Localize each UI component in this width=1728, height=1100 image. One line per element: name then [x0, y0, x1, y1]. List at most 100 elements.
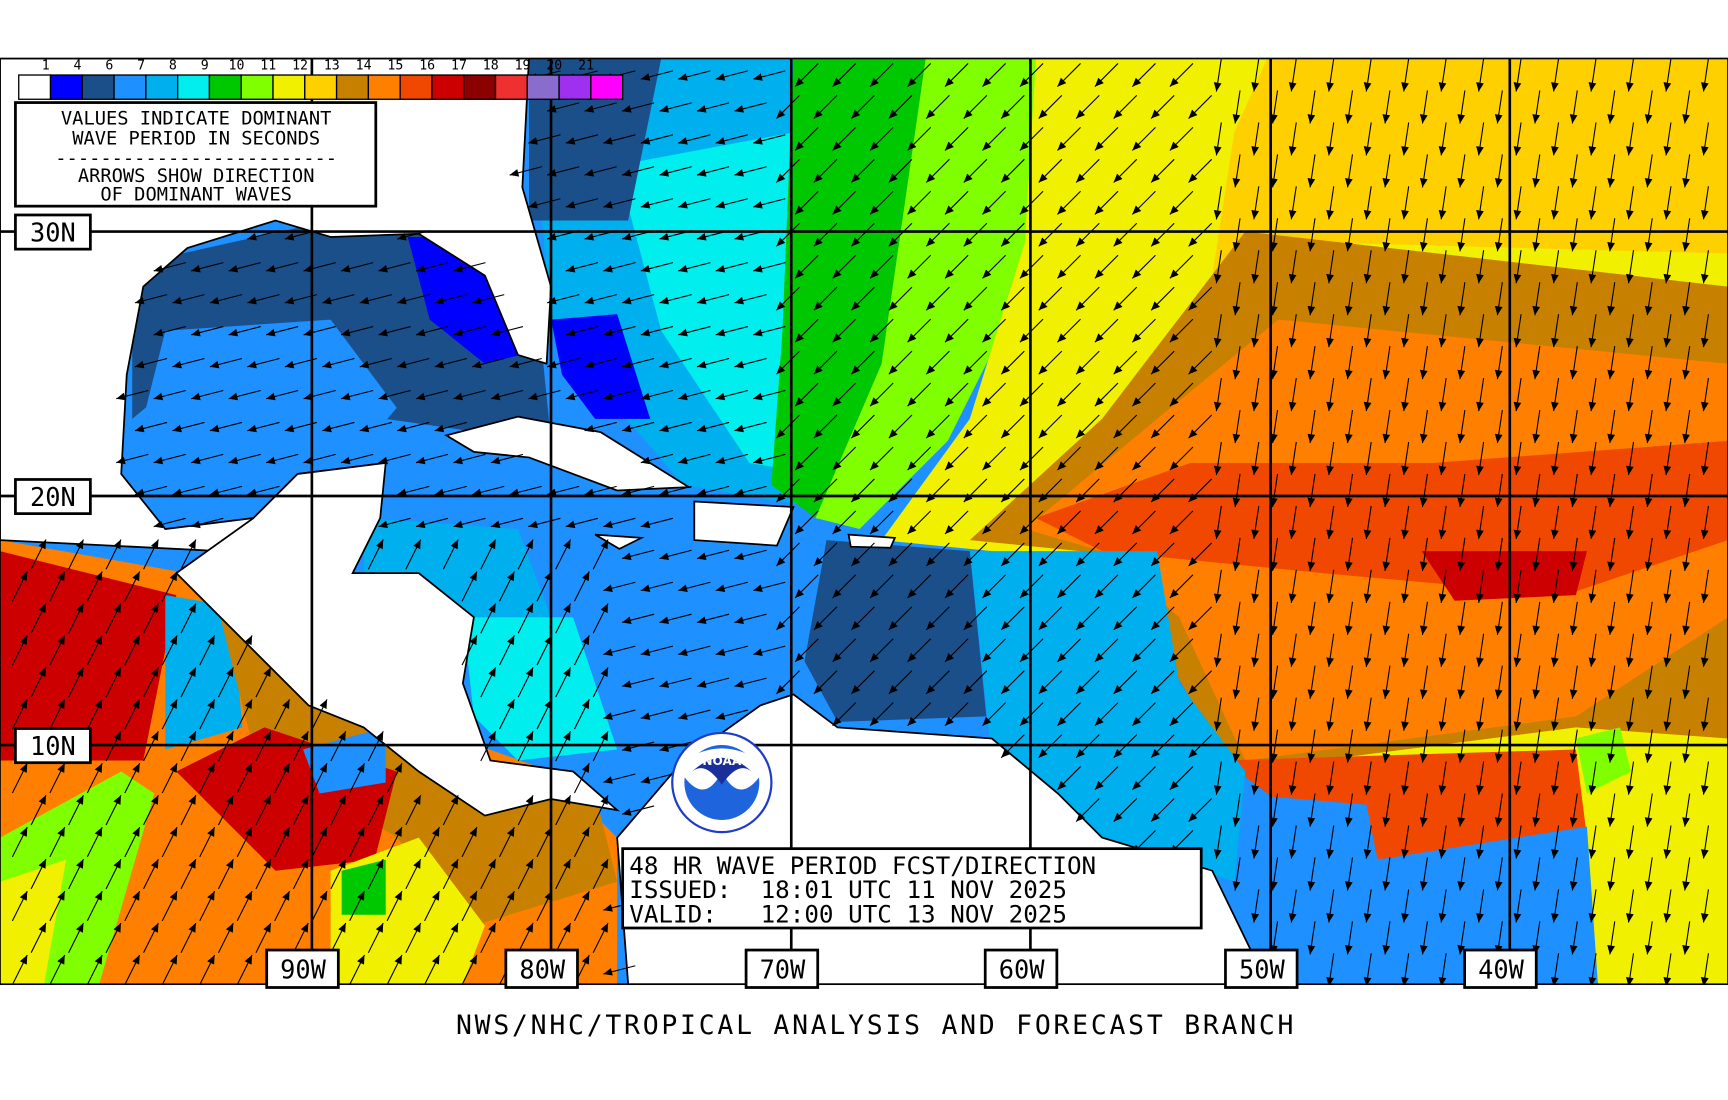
wave-arrow-head	[247, 296, 257, 305]
wave-arrow-head	[169, 955, 178, 965]
wave-arrow-head	[1607, 241, 1615, 252]
wave-arrow-head	[1363, 401, 1372, 412]
wave-arrow-head	[1113, 173, 1123, 183]
wave-arrow-head	[1344, 497, 1353, 508]
wave-arrow-head	[1438, 337, 1447, 348]
wave-arrow-head	[1326, 785, 1334, 795]
wave-arrow-head	[394, 763, 402, 773]
wave-arrow-head	[1307, 561, 1316, 571]
wave-arrow-head	[870, 269, 879, 279]
wave-arrow-head	[506, 699, 515, 709]
wave-arrow-head	[1663, 593, 1672, 603]
lat-label-20n: 20N	[30, 482, 76, 512]
wave-field	[0, 58, 1728, 985]
wave-arrow-head	[1476, 657, 1484, 667]
wave-arrow-head	[1001, 429, 1011, 439]
wave-arrow-head	[134, 296, 145, 305]
wave-arrow-head	[1326, 593, 1334, 603]
note-line-4: OF DOMINANT WAVES	[100, 185, 292, 206]
wave-arrow-head	[715, 456, 726, 465]
wave-arrow-head	[1551, 785, 1559, 795]
wave-arrow-head	[1113, 301, 1123, 311]
wave-arrow-head	[1251, 913, 1260, 923]
wave-arrow-head	[753, 328, 763, 337]
wave-arrow-head	[263, 795, 271, 805]
wave-arrow-head	[1663, 849, 1672, 859]
wave-arrow-head	[1169, 525, 1179, 535]
wave-arrow-head	[1169, 333, 1179, 343]
wave-arrow-head	[1569, 945, 1578, 955]
wave-arrow-head	[1038, 237, 1048, 247]
wave-arrow-head	[1457, 817, 1466, 827]
wave-arrow-head	[207, 891, 215, 901]
wave-arrow-head	[1588, 273, 1597, 284]
wave-arrow-head	[169, 827, 178, 837]
wave-arrow-head	[76, 859, 84, 869]
wave-arrow-head	[1188, 493, 1198, 503]
wave-arrow-head	[188, 795, 196, 805]
wave-arrow-head	[490, 456, 501, 465]
wave-arrow-head	[1494, 881, 1503, 891]
wave-arrow-head	[1419, 433, 1428, 444]
wave-arrow-head	[1551, 82, 1559, 92]
wave-arrow-head	[659, 424, 670, 433]
wave-arrow-head	[1401, 401, 1409, 412]
wave-arrow-head	[228, 392, 239, 401]
wave-arrow-head	[813, 557, 823, 566]
wave-arrow-head	[907, 461, 917, 471]
wave-arrow-head	[1663, 721, 1672, 731]
wave-arrow-head	[1438, 785, 1447, 795]
wave-arrow-head	[1682, 497, 1690, 508]
legend-label: 8	[169, 59, 177, 74]
wave-arrow-head	[300, 731, 309, 741]
wave-arrow-head	[244, 699, 253, 709]
wave-arrow-head	[1419, 305, 1428, 316]
wave-arrow-head	[603, 712, 613, 720]
wave-arrow-head	[1188, 173, 1198, 183]
wave-arrow-head	[207, 763, 215, 773]
wave-arrow-head	[1569, 369, 1578, 380]
wave-arrow-head	[1401, 82, 1409, 92]
wave-arrow-head	[832, 652, 842, 662]
wave-arrow-head	[113, 731, 121, 741]
wave-arrow-head	[1232, 817, 1241, 827]
wave-arrow-head	[1213, 146, 1222, 156]
wave-arrow-head	[191, 264, 201, 273]
wave-arrow-head	[341, 264, 351, 273]
wave-arrow-head	[169, 699, 178, 709]
wave-arrow-head	[1363, 785, 1372, 795]
wave-arrow-head	[509, 360, 520, 369]
wave-arrow-head	[832, 269, 842, 279]
wave-arrow-head	[1363, 82, 1372, 92]
wave-arrow-head	[1663, 146, 1672, 156]
wave-arrow-head	[1057, 141, 1067, 151]
wave-arrow-head	[795, 525, 804, 535]
wave-arrow-head	[1001, 109, 1011, 119]
wave-arrow-head	[851, 301, 861, 311]
wave-arrow-head	[1401, 657, 1409, 667]
wave-arrow-head	[640, 392, 651, 401]
wave-arrow-head	[1382, 753, 1391, 763]
wave-arrow-head	[1532, 817, 1541, 827]
wave-arrow-head	[603, 520, 613, 529]
wave-arrow-head	[963, 557, 973, 566]
wave-arrow-head	[415, 328, 426, 337]
legend-swatch	[590, 74, 624, 100]
wave-arrow-head	[907, 716, 917, 726]
wave-arrow-head	[1019, 716, 1029, 726]
wave-arrow-head	[1682, 945, 1690, 955]
wave-arrow-head	[1419, 369, 1428, 380]
wave-arrow-head	[1457, 305, 1466, 316]
wave-arrow-head	[696, 552, 707, 561]
wave-arrow-head	[153, 520, 164, 529]
wave-arrow-head	[581, 699, 590, 709]
wave-arrow-head	[450, 923, 459, 933]
wave-arrow-head	[1532, 433, 1541, 444]
wave-arrow-head	[113, 667, 121, 678]
wave-arrow-head	[188, 923, 196, 933]
wave-arrow-head	[472, 296, 482, 305]
wave-arrow-head	[116, 392, 126, 401]
wave-arrow-head	[622, 680, 632, 688]
wave-arrow-head	[1344, 561, 1353, 571]
wave-arrow-head	[150, 923, 159, 933]
